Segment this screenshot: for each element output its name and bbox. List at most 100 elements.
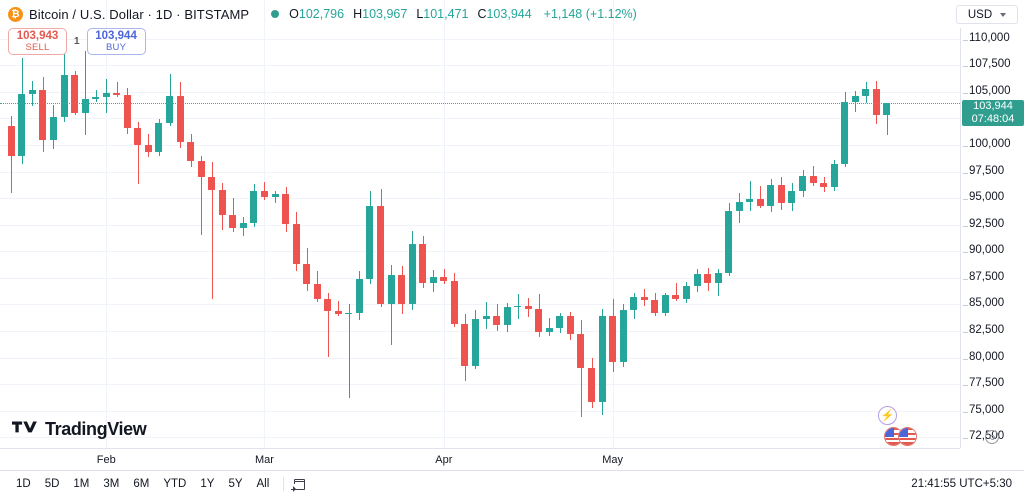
price-axis-tick-mark <box>963 39 968 41</box>
gridline-horizontal <box>0 198 960 200</box>
timeframe-button-5y[interactable]: 5Y <box>228 478 243 490</box>
ohlc-high-value: 103,967 <box>362 7 408 21</box>
time-axis-tick: Apr <box>435 454 453 466</box>
price-axis-tick-mark <box>963 225 968 227</box>
timeframe-button-1d[interactable]: 1D <box>16 478 31 490</box>
price-axis-tick-mark <box>963 305 968 307</box>
candle-body <box>862 88 869 97</box>
price-axis-tick: 82,500 <box>963 324 1004 336</box>
price-axis-tick: 105,000 <box>963 85 1011 97</box>
sell-button[interactable]: 103,943 SELL <box>8 28 67 55</box>
candle-body <box>219 189 226 216</box>
candle-body <box>29 89 36 94</box>
candle-wick <box>338 301 339 317</box>
candle-body <box>50 117 57 140</box>
price-axis-tick: 77,500 <box>963 377 1004 389</box>
time-axis-tick: May <box>602 454 624 466</box>
candle-body <box>208 176 215 190</box>
lightning-bolt-icon[interactable]: ⚡ <box>878 406 897 425</box>
candle-body <box>272 193 279 198</box>
chart-pane[interactable] <box>0 0 960 448</box>
gridline-horizontal <box>0 304 960 306</box>
candle-body <box>651 300 658 313</box>
candle-body <box>345 312 352 315</box>
trade-buttons: 103,943 SELL 1 103,944 BUY <box>8 28 146 55</box>
candle-body <box>694 273 701 287</box>
chart-settings-icon[interactable] <box>985 430 999 444</box>
candle-body <box>620 309 627 362</box>
symbol-title[interactable]: Bitcoin / U.S. Dollar · 1D · BITSTAMP <box>29 6 250 22</box>
buy-button[interactable]: 103,944 BUY <box>86 28 146 55</box>
ohlc-high-label: H <box>353 7 363 21</box>
us-flag-event-icon[interactable] <box>898 427 917 446</box>
candle-body <box>451 281 458 324</box>
ohlc-close-value: 103,944 <box>486 7 532 21</box>
timeframe-button-all[interactable]: All <box>256 478 270 490</box>
candle-body <box>504 306 511 325</box>
candle-body <box>725 210 732 273</box>
candle-body <box>820 183 827 188</box>
price-axis-tick: 75,000 <box>963 404 1004 416</box>
currency-selector[interactable]: USD <box>956 5 1018 24</box>
candle-wick <box>349 304 350 399</box>
candle-wick <box>275 190 276 204</box>
candle-body <box>166 96 173 123</box>
candle-body <box>472 319 479 367</box>
price-axis[interactable]: 110,000107,500105,000102,500100,00097,50… <box>960 28 1024 448</box>
ohlc-low-label: L <box>416 7 424 21</box>
price-axis-tick: 95,000 <box>963 191 1004 203</box>
gridline-horizontal <box>0 277 960 279</box>
timeframe-button-6m[interactable]: 6M <box>133 478 150 490</box>
go-to-date-icon[interactable] <box>291 478 306 492</box>
candle-body <box>198 160 205 177</box>
gridline-horizontal <box>0 144 960 146</box>
ohlc-close-label: C <box>477 7 487 21</box>
candle-wick <box>676 283 677 302</box>
gridline-horizontal <box>0 65 960 67</box>
candle-body <box>356 278 363 313</box>
timeframe-button-1m[interactable]: 1M <box>73 478 90 490</box>
sell-label: SELL <box>25 41 50 53</box>
candle-body <box>546 327 553 333</box>
candle-body <box>61 74 68 118</box>
candle-body <box>757 199 764 206</box>
time-axis[interactable]: Feb Mar Apr May <box>0 448 960 470</box>
timeframe-button-5d[interactable]: 5D <box>44 478 60 490</box>
price-axis-tick-mark <box>963 172 968 174</box>
candle-wick <box>760 186 761 208</box>
candle-body <box>873 88 880 116</box>
timeframe-button-1y[interactable]: 1Y <box>200 478 215 490</box>
clock: 21:41:55 UTC+5:30 <box>911 478 1012 490</box>
gridline-horizontal <box>0 410 960 412</box>
time-axis-tick: Mar <box>254 454 274 466</box>
candle-body <box>124 94 131 128</box>
price-axis-tick-mark <box>963 438 968 440</box>
sell-price: 103,943 <box>16 30 59 43</box>
order-quantity[interactable]: 1 <box>74 36 80 47</box>
ohlc-open-value: 102,796 <box>298 7 345 21</box>
price-axis-tick-mark <box>963 385 968 387</box>
candle-wick <box>750 181 751 211</box>
gridline-vertical <box>264 0 265 448</box>
timeframe-button-3m[interactable]: 3M <box>103 478 120 490</box>
candle-body <box>377 205 384 305</box>
price-axis-tick-mark <box>963 66 968 68</box>
candle-body <box>71 74 78 114</box>
candle-body <box>177 96 184 142</box>
candle-body <box>841 102 848 165</box>
price-axis-tick-mark <box>963 358 968 360</box>
bar-countdown: 07:48:04 <box>971 113 1015 126</box>
gridline-horizontal <box>0 91 960 93</box>
timeframe-button-ytd[interactable]: YTD <box>163 478 187 490</box>
price-axis-tick: 87,500 <box>963 271 1004 283</box>
current-price-value: 103,944 <box>973 100 1013 113</box>
price-axis-tick: 100,000 <box>963 138 1011 150</box>
candle-wick <box>887 103 888 136</box>
candle-body <box>810 175 817 184</box>
gridline-horizontal <box>0 437 960 439</box>
price-axis-tick: 110,000 <box>963 32 1010 44</box>
gridline-horizontal <box>0 331 960 333</box>
candle-body <box>535 308 542 333</box>
candle-body <box>134 127 141 145</box>
